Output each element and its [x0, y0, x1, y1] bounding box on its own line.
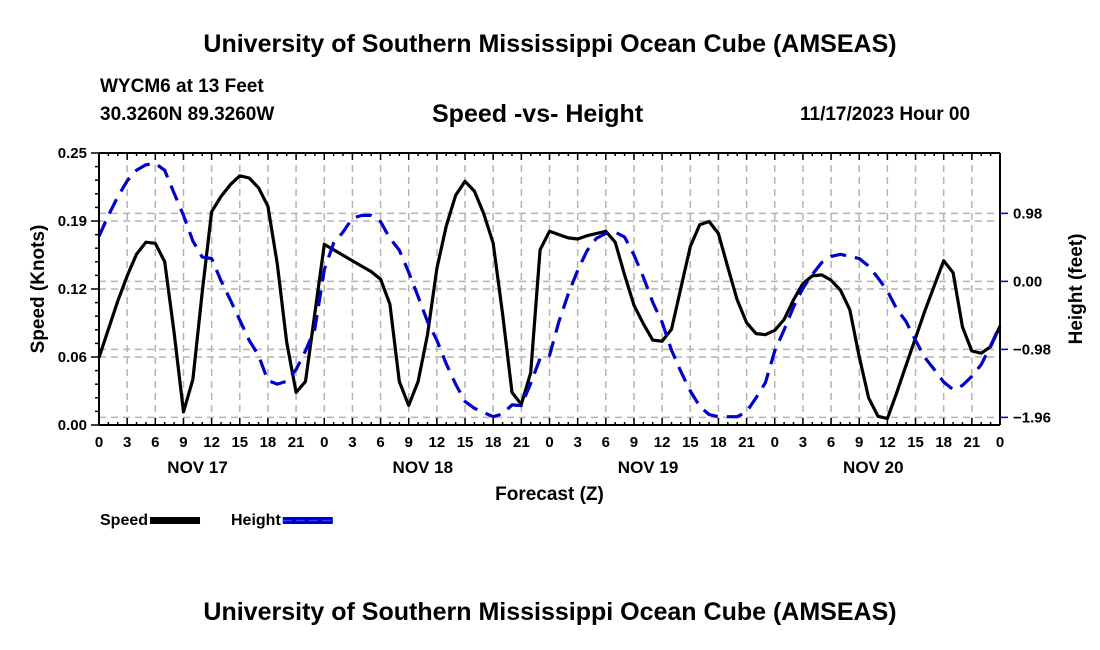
x-tick-label: 18 — [260, 434, 277, 451]
x-tick-label: 12 — [429, 434, 446, 451]
y2-axis-title: Height (feet) — [1066, 234, 1087, 345]
y-axis-title: Speed (Knots) — [28, 225, 49, 354]
legend-swatch-speed — [150, 517, 201, 524]
x-tick-label: 3 — [573, 434, 581, 451]
x-tick-label: 3 — [348, 434, 356, 451]
y-tick-label: 0.06 — [58, 349, 87, 366]
x-tick-label: 15 — [682, 434, 699, 451]
x-tick-label: 9 — [630, 434, 638, 451]
y-tick-label: 0.12 — [58, 281, 87, 298]
x-tick-label: 12 — [654, 434, 671, 451]
axes-layer — [91, 152, 1008, 426]
x-tick-label: 18 — [710, 434, 727, 451]
y-tick-label: 0.00 — [58, 417, 87, 434]
x-tick-label: 9 — [179, 434, 187, 451]
x-tick-label: 0 — [996, 434, 1004, 451]
day-label: NOV 17 — [167, 458, 227, 477]
x-axis-title: Forecast (Z) — [495, 484, 604, 505]
labels-layer: 0 3 6 9 12 15 18 21 0 3 6 9 12 15 18 21 0 3 6 9 12 15 18 21 0 3 6 9… — [28, 145, 1087, 505]
x-tick-label: 18 — [935, 434, 952, 451]
legend-item-speed: Speed — [100, 512, 201, 529]
y-tick-label: 0.25 — [58, 145, 87, 162]
x-tick-label: 15 — [907, 434, 924, 451]
main-title: University of Southern Mississippi Ocean… — [203, 30, 897, 58]
series-layer — [97, 161, 1002, 421]
y2-tick-label: −0.98 — [1013, 341, 1051, 358]
x-tick-label: 12 — [879, 434, 896, 451]
legend-item-height: Height — [231, 512, 333, 529]
x-tick-label: 18 — [485, 434, 502, 451]
x-tick-label: 15 — [231, 434, 248, 451]
legend: Speed Height — [100, 512, 333, 529]
y2-tick-label: 0.00 — [1013, 273, 1042, 290]
x-tick-label: 6 — [602, 434, 610, 451]
coordinates-label: 30.3260N 89.3260W — [100, 104, 275, 125]
x-tick-label: 3 — [123, 434, 131, 451]
y2-tick-label: −1.96 — [1013, 409, 1051, 426]
day-label: NOV 19 — [618, 458, 678, 477]
footer-title: University of Southern Mississippi Ocean… — [203, 598, 897, 626]
x-tick-label: 0 — [771, 434, 779, 451]
run-time-label: 11/17/2023 Hour 00 — [800, 104, 971, 125]
series-speed-line — [97, 174, 1002, 421]
x-tick-label: 0 — [545, 434, 553, 451]
legend-label: Height — [231, 512, 281, 529]
x-tick-label: 9 — [405, 434, 413, 451]
day-label: NOV 18 — [393, 458, 453, 477]
legend-swatch-height — [282, 517, 333, 524]
x-tick-label: 0 — [95, 434, 103, 451]
series-height-line — [97, 161, 1002, 419]
x-tick-label: 21 — [288, 434, 305, 451]
x-tick-label: 21 — [738, 434, 755, 451]
station-label: WYCM6 at 13 Feet — [100, 76, 264, 97]
y-tick-label: 0.19 — [58, 213, 87, 230]
x-tick-label: 21 — [513, 434, 530, 451]
x-tick-label: 9 — [855, 434, 863, 451]
x-tick-label: 15 — [457, 434, 474, 451]
day-label: NOV 20 — [843, 458, 903, 477]
x-tick-label: 6 — [151, 434, 159, 451]
x-tick-label: 6 — [376, 434, 384, 451]
x-tick-label: 12 — [203, 434, 220, 451]
y2-tick-label: 0.98 — [1013, 205, 1042, 222]
x-tick-label: 3 — [799, 434, 807, 451]
chart-title: Speed -vs- Height — [432, 100, 644, 128]
x-tick-label: 21 — [964, 434, 981, 451]
legend-label: Speed — [100, 512, 148, 529]
x-tick-label: 6 — [827, 434, 835, 451]
x-tick-label: 0 — [320, 434, 328, 451]
